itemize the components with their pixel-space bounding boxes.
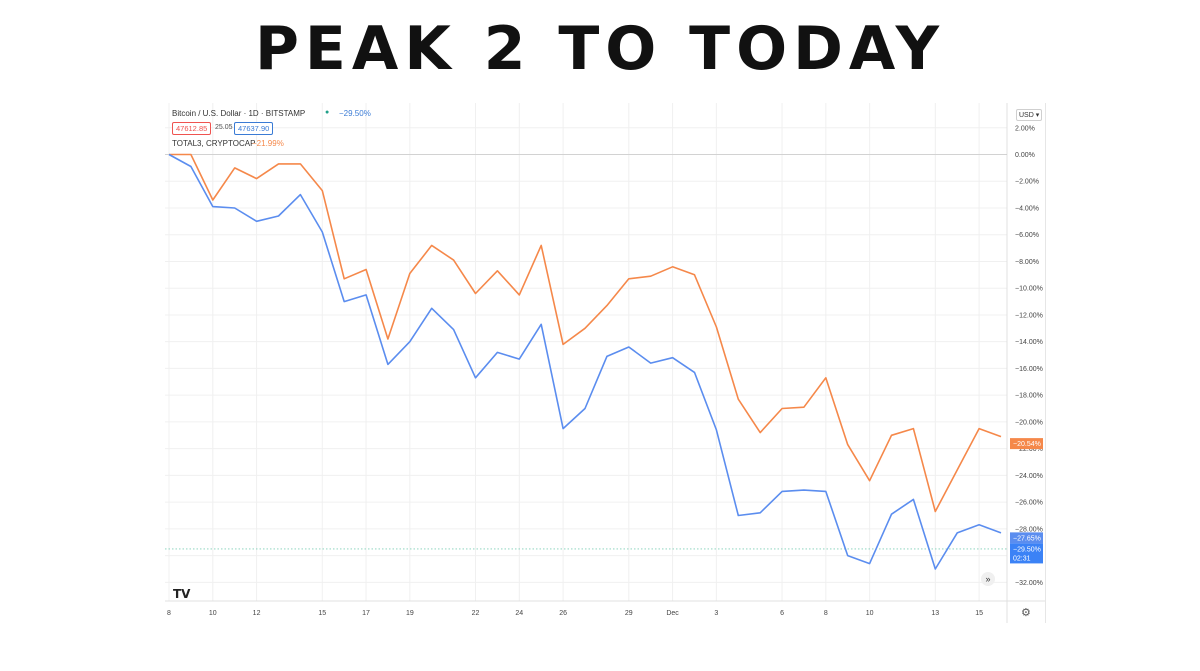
total3-last-value-tag: −20.54% xyxy=(1013,441,1041,448)
spread-value: 25.05 xyxy=(215,124,233,131)
tradingview-logo-icon[interactable]: TV xyxy=(173,587,191,601)
bid-price[interactable]: 47612.85 xyxy=(172,122,212,135)
x-tick-label: 13 xyxy=(931,610,939,617)
x-tick-label: 8 xyxy=(167,610,171,617)
x-tick-label: 6 xyxy=(780,610,784,617)
line-chart: 2.00% 0.00% −2.00% −4.00% −6.00% −8.00% −10.00… xyxy=(165,103,1045,623)
y-tick-label: −4.00% xyxy=(1015,205,1039,212)
total3-change: −21.99% xyxy=(252,139,284,148)
countdown-tag: 02:31 xyxy=(1013,555,1031,562)
x-tick-label: 8 xyxy=(824,610,828,617)
reference-value-tag: −29.50% xyxy=(1013,546,1041,553)
btc-line xyxy=(168,153,1002,570)
ask-price[interactable]: 47637.90 xyxy=(234,122,274,135)
y-tick-label: −32.00% xyxy=(1015,580,1043,587)
y-tick-label: −22.00% xyxy=(1015,446,1043,453)
y-tick-label: −18.00% xyxy=(1015,393,1043,400)
x-tick-label: 10 xyxy=(209,610,217,617)
x-tick-label: 26 xyxy=(559,610,567,617)
market-status-dot: ● xyxy=(325,109,330,116)
x-tick-label: 22 xyxy=(472,610,480,617)
x-tick-label: 15 xyxy=(318,610,326,617)
y-tick-label: −20.00% xyxy=(1015,419,1043,426)
total3-legend-name[interactable]: TOTAL3, CRYPTOCAP xyxy=(172,139,256,148)
btc-last-value-tag: −27.65% xyxy=(1013,535,1041,542)
total3-line xyxy=(169,153,1002,513)
reference-tag-bg xyxy=(1010,543,1043,564)
btc-change: −29.50% xyxy=(339,109,371,118)
y-tick-label: −16.00% xyxy=(1015,366,1043,373)
y-tick-label: −12.00% xyxy=(1015,312,1043,319)
page-title: PEAK 2 TO TODAY xyxy=(254,14,946,84)
y-tick-label: −8.00% xyxy=(1015,259,1039,266)
x-tick-label: Dec xyxy=(666,610,679,617)
y-tick-label: 2.00% xyxy=(1015,125,1035,132)
settings-gear-icon[interactable]: ⚙ xyxy=(1021,607,1031,619)
x-tick-label: 3 xyxy=(714,610,718,617)
y-tick-label: −28.00% xyxy=(1015,526,1043,533)
x-tick-label: 10 xyxy=(866,610,874,617)
y-tick-label: −14.00% xyxy=(1015,339,1043,346)
x-tick-label: 12 xyxy=(253,610,261,617)
total3-last-value-tag-bg xyxy=(1010,438,1043,450)
scroll-to-realtime-button[interactable]: » xyxy=(981,572,995,586)
x-tick-label: 15 xyxy=(975,610,983,617)
y-tick-label: −2.00% xyxy=(1015,179,1039,186)
y-tick-label: −24.00% xyxy=(1015,473,1043,480)
y-tick-label: −10.00% xyxy=(1015,286,1043,293)
x-tick-label: 17 xyxy=(362,610,370,617)
x-tick-label: 24 xyxy=(515,610,523,617)
chart-panel: 2.00% 0.00% −2.00% −4.00% −6.00% −8.00% −10.00… xyxy=(165,103,1046,623)
x-tick-label: 19 xyxy=(406,610,414,617)
symbol-title[interactable]: Bitcoin / U.S. Dollar · 1D · BITSTAMP xyxy=(172,109,306,118)
y-tick-label: 0.00% xyxy=(1015,152,1035,159)
btc-last-value-tag-bg xyxy=(1010,532,1043,544)
y-tick-label: −6.00% xyxy=(1015,232,1039,239)
x-tick-label: 29 xyxy=(625,610,633,617)
currency-selector[interactable]: USD ▾ xyxy=(1016,109,1043,121)
y-tick-label: −26.00% xyxy=(1015,500,1043,507)
